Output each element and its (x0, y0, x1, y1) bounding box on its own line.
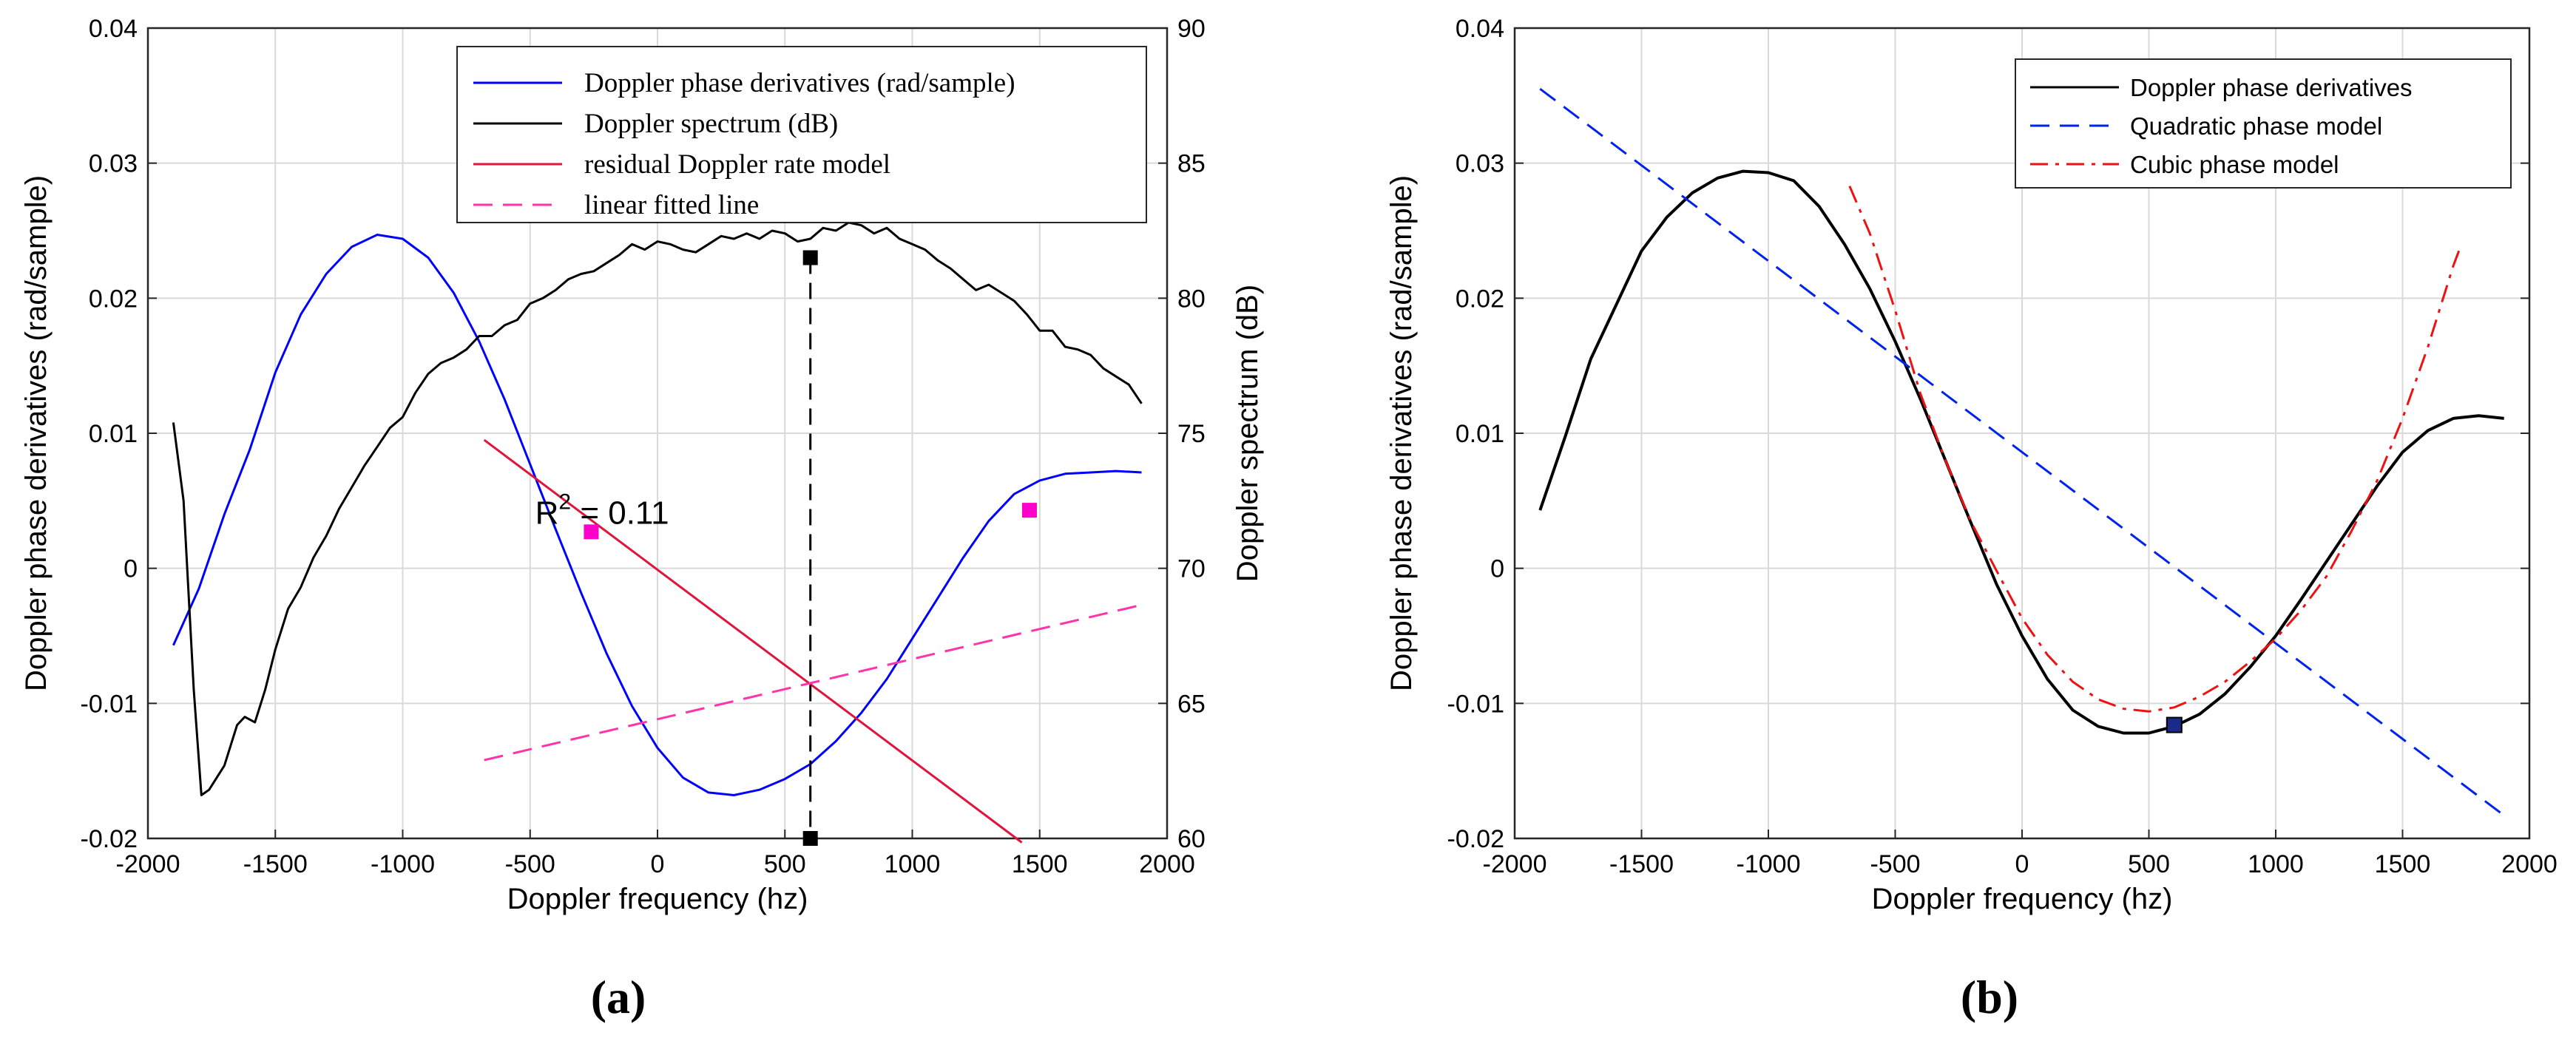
x-tick-label: 500 (2128, 850, 2170, 878)
a-r2-annotation: R2 = 0.11 (535, 489, 669, 531)
y-tick-label: 0.01 (89, 420, 138, 448)
series-line (1538, 169, 2504, 735)
legend-label: Quadratic phase model (2130, 112, 2382, 140)
a-markers (584, 250, 1037, 846)
x-tick-label: 1000 (885, 850, 941, 878)
marker-point (2166, 716, 2183, 733)
marker-point (1021, 503, 1037, 518)
y2-tick-label: 60 (1177, 825, 1206, 853)
a-ticks: -2000 -1500 -1000 -500 0 500 1000 1500 2000 -0.02… (81, 15, 1206, 878)
x-tick-label: 2000 (1139, 850, 1195, 878)
legend-label: residual Doppler rate model (584, 149, 890, 180)
a-legend: Doppler phase derivatives (rad/sample) Do… (456, 46, 1147, 223)
x-tick-label: 1500 (1012, 850, 1068, 878)
legend-label: Doppler spectrum (dB) (584, 109, 838, 139)
x-tick-label: 2000 (2501, 850, 2558, 878)
y-tick-label: 0.02 (89, 285, 138, 313)
x-tick-label: 0 (2015, 850, 2029, 878)
y2-tick-label: 90 (1177, 15, 1206, 43)
series-line (483, 438, 1023, 844)
y2-tick-label: 75 (1177, 420, 1206, 448)
b-markers (2166, 716, 2183, 733)
series-line (172, 234, 1142, 796)
y-tick-label: 0 (124, 555, 138, 583)
a-ylabel: Doppler phase derivatives (rad/sample) (20, 175, 53, 691)
y-tick-label: 0.04 (89, 15, 138, 43)
y-tick-label: 0.03 (1456, 150, 1504, 178)
y-tick-label: -0.02 (81, 825, 138, 853)
b-ylabel: Doppler phase derivatives (rad/sample) (1385, 175, 1418, 691)
y2-tick-label: 80 (1177, 285, 1206, 313)
b-ticks: -2000 -1500 -1000 -500 0 500 1000 1500 2000 -0.02… (1447, 15, 2558, 878)
marker-point (584, 524, 599, 540)
y2-tick-label: 85 (1177, 150, 1206, 178)
y-tick-label: 0 (1490, 555, 1504, 583)
series-line (484, 605, 1137, 762)
x-tick-label: -2000 (1483, 850, 1547, 878)
b-caption: (b) (1961, 971, 2018, 1023)
legend-label: linear fitted line (584, 190, 759, 220)
series-line (172, 221, 1143, 796)
series-line (1539, 88, 2505, 817)
x-tick-label: -2000 (116, 850, 180, 878)
legend-label: Doppler phase derivatives (2130, 74, 2413, 101)
x-tick-label: 500 (764, 850, 806, 878)
b-xlabel: Doppler frequency (hz) (1872, 883, 2173, 915)
x-tick-label: 1000 (2248, 850, 2304, 878)
y2-tick-label: 65 (1177, 690, 1206, 718)
y-tick-label: -0.01 (81, 690, 138, 718)
y-tick-label: -0.02 (1447, 825, 1505, 853)
panel-a: -2000 -1500 -1000 -500 0 500 1000 1500 2000 -0.02… (20, 15, 1264, 1023)
a-xlabel: Doppler frequency (hz) (507, 883, 808, 915)
y2-tick-label: 70 (1177, 555, 1206, 583)
x-tick-label: 1500 (2375, 850, 2431, 878)
a-y2label: Doppler spectrum (dB) (1231, 285, 1264, 582)
legend-label: Doppler phase derivatives (rad/sample) (584, 68, 1015, 98)
y-tick-label: 0.01 (1456, 420, 1504, 448)
b-series (1538, 88, 2505, 817)
x-tick-label: -1500 (1609, 850, 1674, 878)
marker-point (802, 831, 818, 846)
a-series (172, 221, 1143, 844)
legend-label: Cubic phase model (2130, 151, 2339, 178)
series-line (1848, 186, 2462, 713)
x-tick-label: -500 (1870, 850, 1920, 878)
b-legend: Doppler phase derivatives Quadratic phase… (2015, 58, 2512, 189)
x-tick-label: 0 (651, 850, 665, 878)
y-tick-label: 0.03 (89, 150, 138, 178)
y-tick-label: 0.04 (1456, 15, 1504, 43)
x-tick-label: -1000 (1737, 850, 1801, 878)
marker-point (802, 250, 818, 265)
x-tick-label: -1500 (243, 850, 308, 878)
y-tick-label: 0.02 (1456, 285, 1504, 313)
a-caption: (a) (591, 971, 646, 1023)
x-tick-label: -1000 (371, 850, 435, 878)
panel-b: -2000 -1500 -1000 -500 0 500 1000 1500 2000 -0.02… (1385, 15, 2558, 1023)
x-tick-label: -500 (505, 850, 555, 878)
y-tick-label: -0.01 (1447, 690, 1505, 718)
